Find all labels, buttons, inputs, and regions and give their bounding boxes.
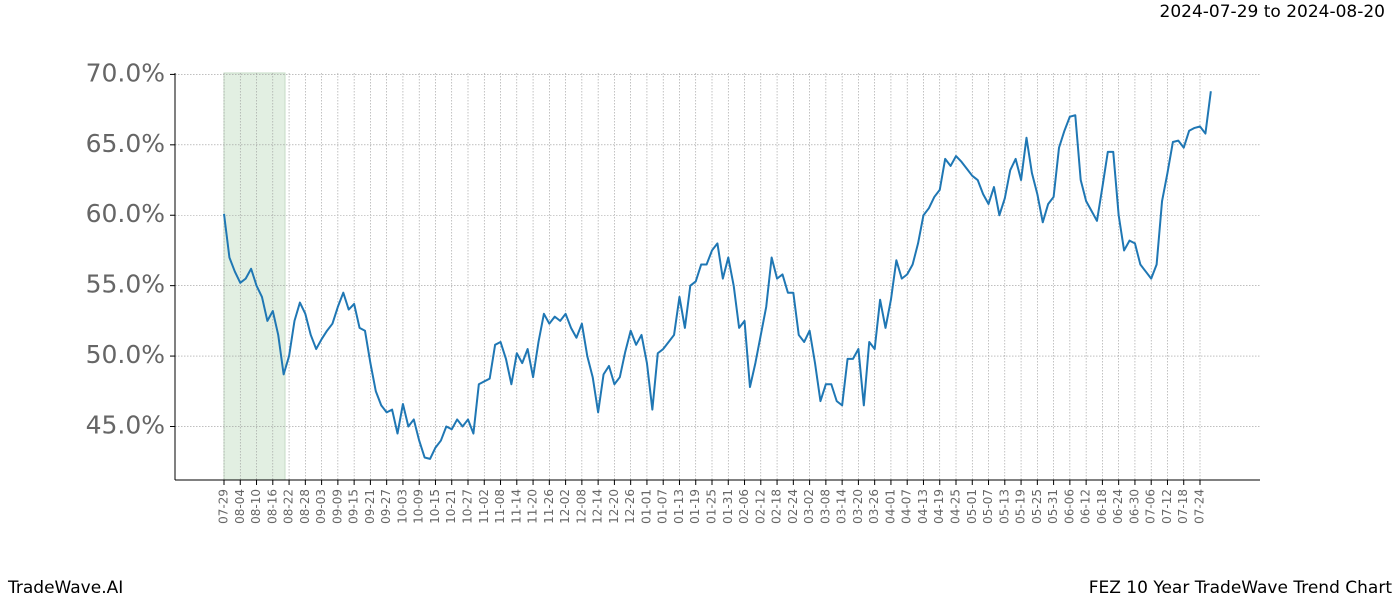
x-tick-label: 10-09 bbox=[412, 489, 426, 524]
x-tick-label: 08-28 bbox=[298, 489, 312, 524]
x-tick-label: 03-02 bbox=[802, 489, 816, 524]
x-tick-label: 01-31 bbox=[721, 489, 735, 524]
x-tick-label: 07-18 bbox=[1176, 489, 1190, 524]
footer-right: FEZ 10 Year TradeWave Trend Chart bbox=[1089, 578, 1393, 598]
x-tick-label: 01-07 bbox=[656, 489, 670, 524]
x-tick-label: 07-12 bbox=[1160, 489, 1174, 524]
x-tick-label: 11-14 bbox=[509, 489, 523, 524]
x-tick-label: 03-20 bbox=[851, 489, 865, 524]
x-tick-label: 07-29 bbox=[217, 489, 231, 524]
x-tick-label: 06-24 bbox=[1111, 489, 1125, 524]
y-tick-label: 70.0% bbox=[86, 58, 165, 87]
x-tick-label: 06-12 bbox=[1079, 489, 1093, 524]
x-tick-label: 03-26 bbox=[867, 489, 881, 524]
x-tick-label: 11-20 bbox=[526, 489, 540, 524]
x-tick-label: 01-19 bbox=[688, 489, 702, 524]
x-tick-label: 12-14 bbox=[591, 489, 605, 524]
x-tick-label: 10-03 bbox=[395, 489, 409, 524]
x-tick-label: 05-19 bbox=[1014, 489, 1028, 524]
x-tick-label: 02-12 bbox=[753, 489, 767, 524]
x-tick-label: 04-25 bbox=[949, 489, 963, 524]
x-tick-label: 09-27 bbox=[379, 489, 393, 524]
footer-left: TradeWave.AI bbox=[7, 578, 123, 598]
x-tick-label: 11-08 bbox=[493, 489, 507, 524]
x-tick-label: 12-20 bbox=[607, 489, 621, 524]
x-tick-label: 03-14 bbox=[835, 489, 849, 524]
x-tick-label: 04-13 bbox=[916, 489, 930, 524]
x-tick-label: 11-02 bbox=[477, 489, 491, 524]
grid bbox=[175, 73, 1260, 480]
x-tick-label: 09-09 bbox=[330, 489, 344, 524]
x-tick-label: 01-25 bbox=[705, 489, 719, 524]
x-tick-label: 05-31 bbox=[1046, 489, 1060, 524]
x-tick-label: 04-01 bbox=[883, 489, 897, 524]
x-tick-label: 11-26 bbox=[542, 489, 556, 524]
x-tick-label: 07-24 bbox=[1193, 489, 1207, 524]
x-tick-label: 02-18 bbox=[770, 489, 784, 524]
x-tick-label: 04-19 bbox=[932, 489, 946, 524]
x-tick-label: 06-30 bbox=[1127, 489, 1141, 524]
x-tick-label: 10-21 bbox=[444, 489, 458, 524]
x-tick-label: 05-01 bbox=[965, 489, 979, 524]
x-tick-label: 10-15 bbox=[428, 489, 442, 524]
subtitle: 2024-07-29 to 2024-08-20 bbox=[1160, 2, 1385, 22]
x-tick-label: 08-04 bbox=[233, 489, 247, 524]
x-tick-label: 04-07 bbox=[900, 489, 914, 524]
x-tick-label: 09-15 bbox=[347, 489, 361, 524]
y-tick-label: 45.0% bbox=[86, 410, 165, 439]
x-tick-label: 09-03 bbox=[314, 489, 328, 524]
x-tick-label: 10-27 bbox=[461, 489, 475, 524]
x-tick-label: 02-06 bbox=[737, 489, 751, 524]
x-tick-label: 12-26 bbox=[623, 489, 637, 524]
y-tick-label: 60.0% bbox=[86, 199, 165, 228]
x-tick-label: 07-06 bbox=[1144, 489, 1158, 524]
x-tick-label: 06-06 bbox=[1062, 489, 1076, 524]
y-tick-label: 65.0% bbox=[86, 129, 165, 158]
x-tick-label: 09-21 bbox=[363, 489, 377, 524]
line-series bbox=[223, 91, 1212, 460]
x-tick-label: 01-01 bbox=[639, 489, 653, 524]
y-tick-label: 55.0% bbox=[86, 270, 165, 299]
x-tick-label: 03-08 bbox=[818, 489, 832, 524]
marks bbox=[223, 91, 1212, 460]
y-tick-label: 50.0% bbox=[86, 340, 165, 369]
x-tick-label: 12-08 bbox=[574, 489, 588, 524]
x-tick-label: 08-10 bbox=[249, 489, 263, 524]
x-tick-label: 08-22 bbox=[282, 489, 296, 524]
x-tick-label: 08-16 bbox=[265, 489, 279, 524]
x-tick-label: 01-13 bbox=[672, 489, 686, 524]
x-tick-label: 02-24 bbox=[786, 489, 800, 524]
x-tick-label: 05-13 bbox=[997, 489, 1011, 524]
x-tick-label: 12-02 bbox=[558, 489, 572, 524]
x-tick-label: 05-25 bbox=[1030, 489, 1044, 524]
x-tick-label: 06-18 bbox=[1095, 489, 1109, 524]
x-tick-label: 05-07 bbox=[981, 489, 995, 524]
